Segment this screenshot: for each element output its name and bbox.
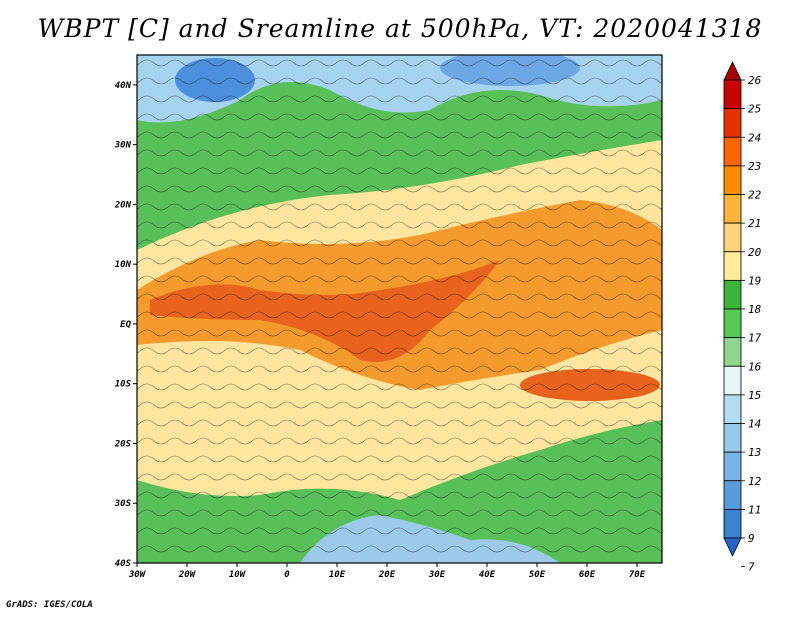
lat-tick-label: 40S <box>115 559 132 569</box>
colorbar-segment <box>723 251 742 281</box>
colorbar-segment <box>723 337 742 367</box>
lat-tick-label: EQ <box>120 320 131 330</box>
chart-title: WBPT [C] and Sreamline at 500hPa, VT: 20… <box>37 14 763 43</box>
lon-tick-label: 20W <box>178 570 197 580</box>
colorbar-label: 25 <box>748 103 761 116</box>
colorbar-label: 24 <box>748 131 761 144</box>
colorbar-segment <box>723 194 742 224</box>
colorbar-segment <box>723 279 742 310</box>
colorbar-segment <box>723 508 742 539</box>
streamlines <box>137 55 662 563</box>
lat-tick-label: 10S <box>115 380 132 390</box>
colorbar-segment <box>723 451 742 482</box>
colorbar-label: 19 <box>748 274 761 287</box>
colorbar-label: 9 <box>748 532 755 545</box>
colorbar-label: 20 <box>748 246 762 259</box>
colorbar-bottom-arrow <box>723 537 742 557</box>
lat-tick-label: 30S <box>114 499 132 509</box>
colorbar-label: 7 <box>748 561 755 574</box>
lon-tick-label: 30E <box>428 570 446 580</box>
lon-tick-label: 60E <box>579 570 596 580</box>
colorbar-segment <box>723 480 742 510</box>
colorbar-label: 11 <box>748 503 761 516</box>
colorbar-top-arrow <box>723 61 742 81</box>
colorbar-label: 16 <box>748 360 762 373</box>
lat-tick-label: 20S <box>114 439 132 449</box>
colorbar-segment <box>723 423 742 453</box>
lon-tick-label: 20E <box>378 570 396 580</box>
colorbar-segment <box>723 365 742 396</box>
colorbar-label: 13 <box>748 446 761 459</box>
longitude-axis: 30W 20W 10W 0 10E 20E 30E 40E 50E 60E 70E <box>128 563 646 580</box>
map-panel <box>137 55 662 563</box>
colorbar-segment <box>723 165 742 195</box>
lat-tick-label: 30N <box>114 141 132 151</box>
lon-tick-label: 70E <box>629 570 646 580</box>
colorbar: 26 25 24 23 22 21 20 19 18 17 16 15 14 13 12 11 9 7 <box>723 61 762 574</box>
colorbar-segment <box>723 79 742 110</box>
lon-tick-label: 0 <box>284 570 290 580</box>
colorbar-segment <box>723 222 742 253</box>
colorbar-label: 23 <box>748 160 761 173</box>
lat-tick-label: 40N <box>115 81 132 91</box>
lon-tick-label: 10E <box>329 570 346 580</box>
colorbar-segment <box>723 108 742 138</box>
colorbar-segment <box>723 136 742 167</box>
lon-tick-label: 10W <box>229 570 247 580</box>
grads-credit: GrADS: IGES/COLA <box>6 600 93 610</box>
map-frame <box>136 54 663 564</box>
colorbar-label: 12 <box>748 475 762 488</box>
latitude-axis: 40N 30N 20N 10N EQ 10S 20S 30S 40S <box>114 81 137 569</box>
colorbar-label: 21 <box>748 217 761 230</box>
colorbar-segment <box>723 394 742 424</box>
colorbar-segment <box>723 308 742 339</box>
colorbar-label: 18 <box>748 303 762 316</box>
colorbar-label: 15 <box>748 389 761 402</box>
colorbar-label: 14 <box>748 418 761 431</box>
lon-tick-label: 50E <box>529 570 546 580</box>
lat-tick-label: 20N <box>114 200 132 210</box>
colorbar-label: 22 <box>748 189 762 202</box>
lat-tick-label: 10N <box>115 260 132 270</box>
lon-tick-label: 30W <box>128 570 147 580</box>
colorbar-label: 17 <box>748 332 762 345</box>
lon-tick-label: 40E <box>479 570 496 580</box>
colorbar-label: 26 <box>748 74 762 87</box>
